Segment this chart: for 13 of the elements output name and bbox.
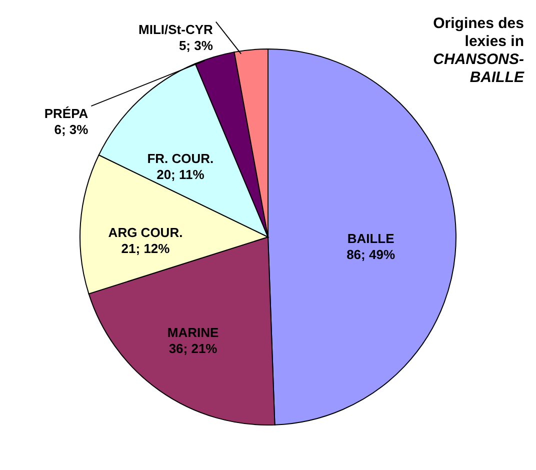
data-label: 36; 21% (168, 341, 218, 356)
slice-label: MILI/St-CYR (138, 22, 214, 37)
data-label: 20; 11% (156, 167, 205, 182)
slice-label: BAILLE (347, 230, 395, 246)
slice-label: PRÉPA (44, 106, 89, 122)
data-label: 5; 3% (178, 38, 214, 53)
data-label: 86; 49% (346, 246, 396, 262)
slice-label: FR. COUR. (147, 151, 214, 166)
data-label: 21; 12% (121, 240, 170, 256)
data-label: 6; 3% (54, 122, 89, 138)
slice-label: MARINE (167, 325, 219, 340)
slice-label: ARG COUR. (108, 224, 183, 240)
text: Origines des lexies in CHANSONS-BAILLE (433, 15, 525, 86)
